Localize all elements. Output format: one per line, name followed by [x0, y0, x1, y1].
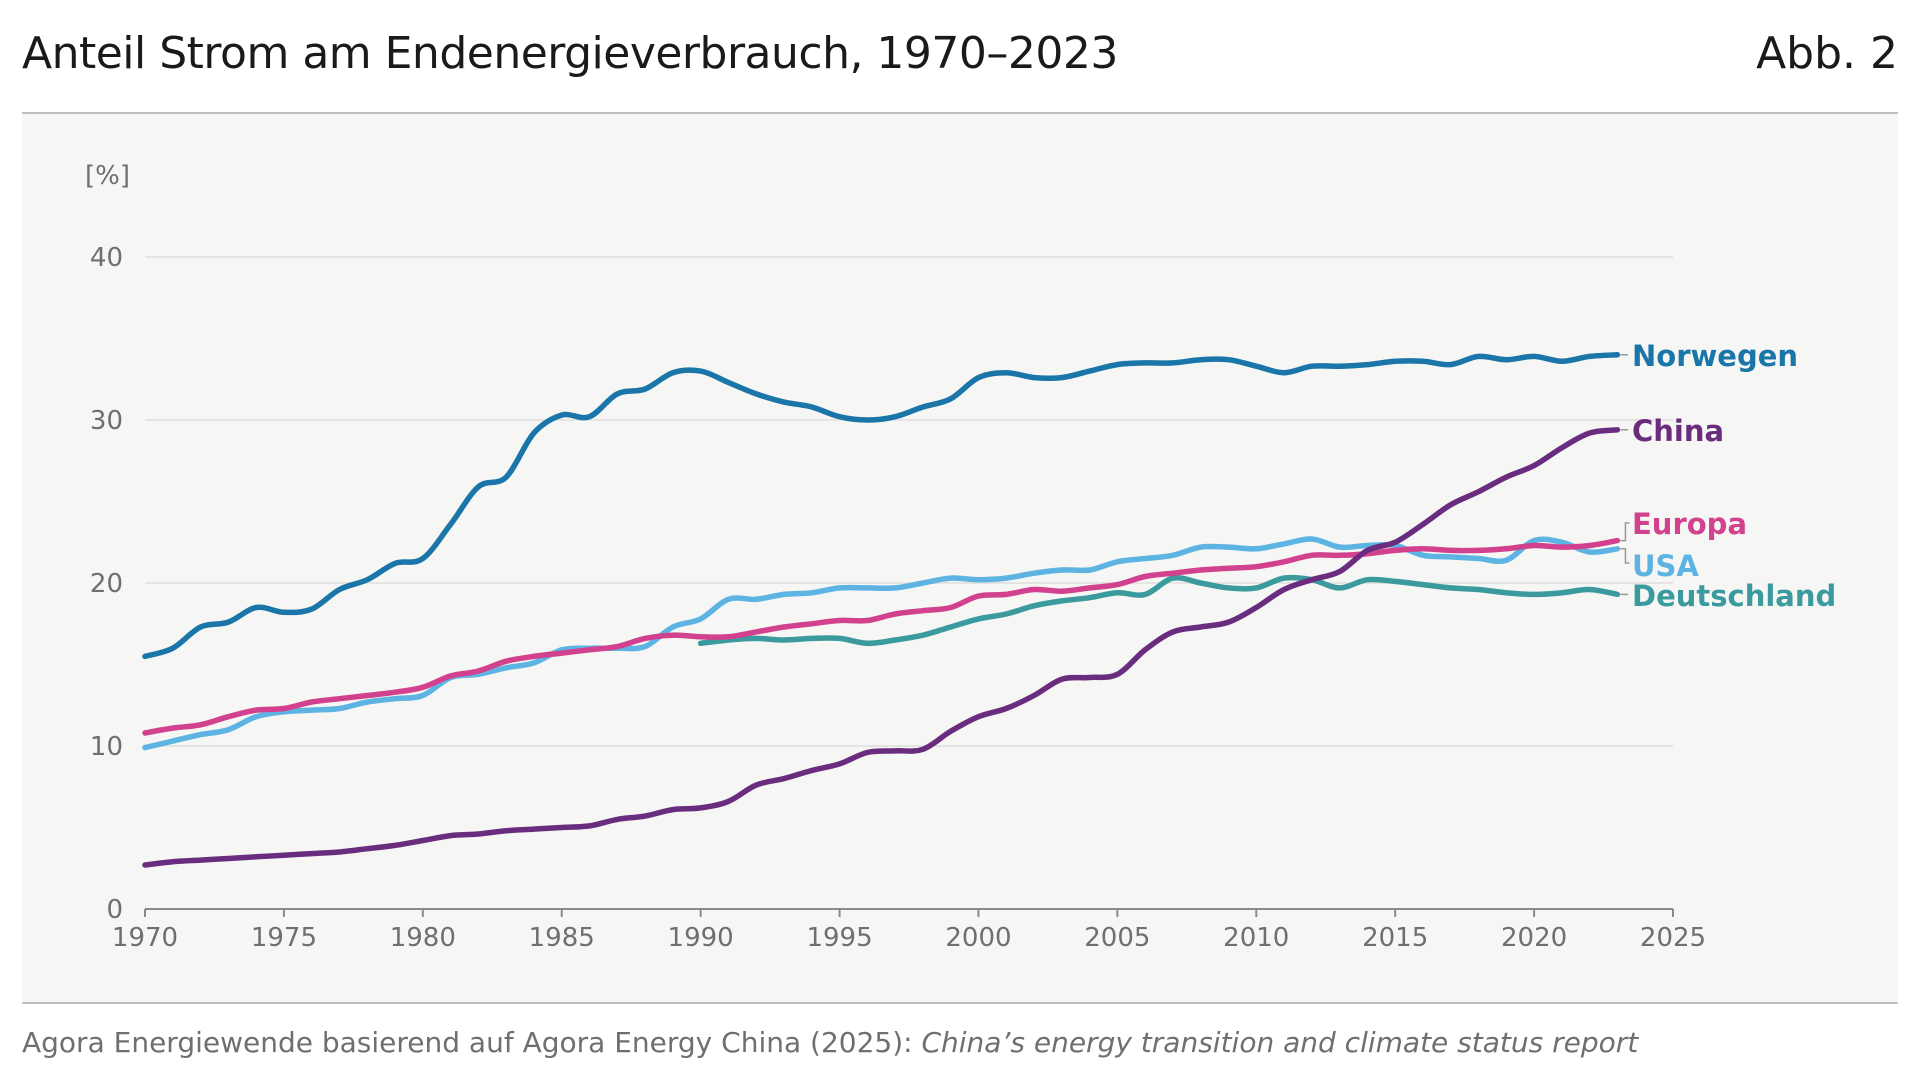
- x-tick-label: 1970: [112, 923, 178, 953]
- series-line-usa: [142, 536, 1621, 751]
- y-tick-label: 40: [90, 243, 123, 273]
- x-tick-label: 1975: [251, 923, 317, 953]
- series-label-deutschland: Deutschland: [1632, 579, 1836, 613]
- x-tick-label: 1990: [668, 923, 734, 953]
- y-axis-unit: [%]: [85, 161, 130, 191]
- series-line-norwegen: [142, 352, 1621, 660]
- y-tick-label: 20: [90, 569, 123, 599]
- y-tick-label: 10: [90, 732, 123, 762]
- y-tick-label: 0: [106, 895, 123, 925]
- x-tick-label: 2010: [1223, 923, 1289, 953]
- x-tick-label: 2025: [1640, 923, 1706, 953]
- x-tick-label: 2020: [1501, 923, 1567, 953]
- series-label-norwegen: Norwegen: [1632, 339, 1798, 373]
- series-line-europa: [142, 537, 1621, 736]
- x-tick-label: 2015: [1362, 923, 1428, 953]
- page-title: Anteil Strom am Endenergieverbrauch, 197…: [22, 28, 1118, 79]
- series-label-china: China: [1632, 414, 1724, 448]
- figure-label: Abb. 2: [1756, 28, 1898, 79]
- chart-panel: [22, 114, 1898, 1004]
- source-text: Agora Energiewende basierend auf Agora E…: [22, 1026, 922, 1059]
- series-line-china: [142, 427, 1621, 868]
- leader-line-europa: [1620, 522, 1630, 542]
- x-tick-label: 1995: [806, 923, 872, 953]
- series-label-usa: USA: [1632, 549, 1699, 583]
- series-line-deutschland: [697, 574, 1621, 647]
- series-label-europa: Europa: [1632, 507, 1747, 541]
- x-tick-label: 2000: [945, 923, 1011, 953]
- x-tick-label: 1980: [390, 923, 456, 953]
- source-note: Agora Energiewende basierend auf Agora E…: [22, 1026, 1638, 1059]
- x-tick-label: 2005: [1084, 923, 1150, 953]
- source-report-title: China’s energy transition and climate st…: [921, 1026, 1639, 1059]
- leader-line-usa: [1620, 548, 1630, 564]
- y-tick-label: 30: [90, 406, 123, 436]
- x-tick-label: 1985: [529, 923, 595, 953]
- top-divider: [22, 112, 1898, 114]
